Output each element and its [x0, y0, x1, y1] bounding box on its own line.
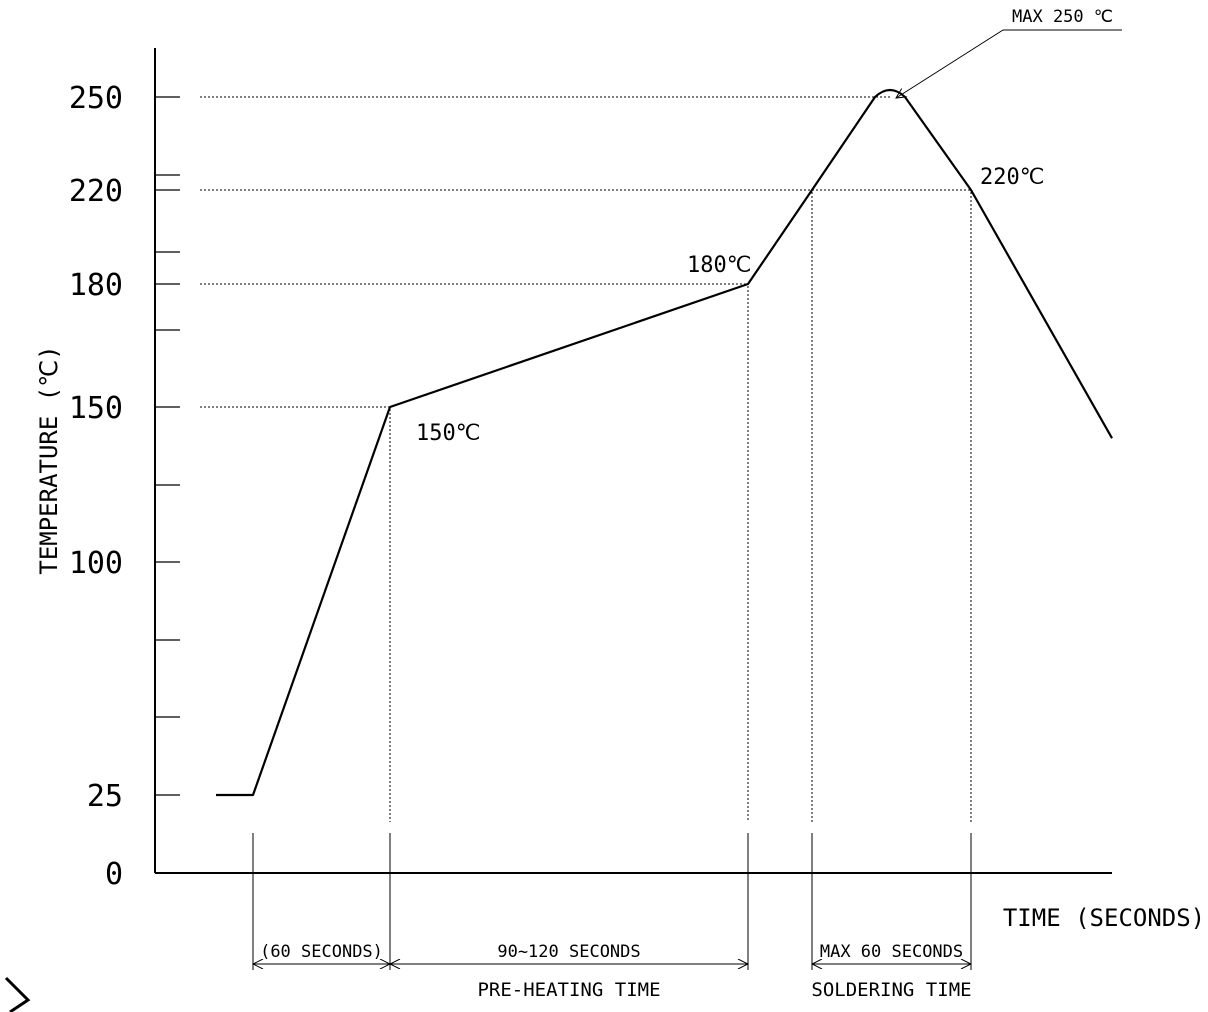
point-label-220: 220℃	[980, 165, 1044, 190]
time-intervals: (60 SECONDS) 90~120 SECONDS PRE-HEATING TI…	[253, 833, 972, 1001]
y-axis-ticks: 0 25 100 150 180 220 250	[69, 81, 180, 892]
peak-leader-arrow	[896, 29, 1004, 98]
profile-curve	[216, 88, 1113, 797]
profile-line	[216, 88, 1113, 797]
y-tick-label-220: 220	[69, 174, 123, 209]
y-tick-label-150: 150	[69, 391, 123, 426]
interval-2-label: MAX 60 SECONDS	[820, 942, 963, 962]
point-label-150: 150℃	[416, 421, 480, 446]
interval-1-caption: PRE-HEATING TIME	[477, 979, 660, 1001]
reference-lines	[200, 96, 972, 822]
y-tick-label-25: 25	[87, 779, 123, 814]
point-label-180: 180℃	[687, 253, 751, 278]
y-tick-label-100: 100	[69, 546, 123, 581]
y-axis-title: TEMPERATURE (℃)	[35, 345, 63, 574]
y-tick-label-250: 250	[69, 81, 123, 116]
interval-0-label: (60 SECONDS)	[260, 942, 383, 962]
x-axis-title: TIME (SECONDS)	[1003, 904, 1205, 932]
interval-1-label: 90~120 SECONDS	[497, 942, 640, 962]
peak-label: MAX 250 ℃	[1012, 7, 1113, 27]
corner-mark	[4, 976, 31, 1012]
y-tick-label-0: 0	[105, 857, 123, 892]
y-tick-label-180: 180	[69, 268, 123, 303]
interval-2-caption: SOLDERING TIME	[811, 979, 971, 1001]
